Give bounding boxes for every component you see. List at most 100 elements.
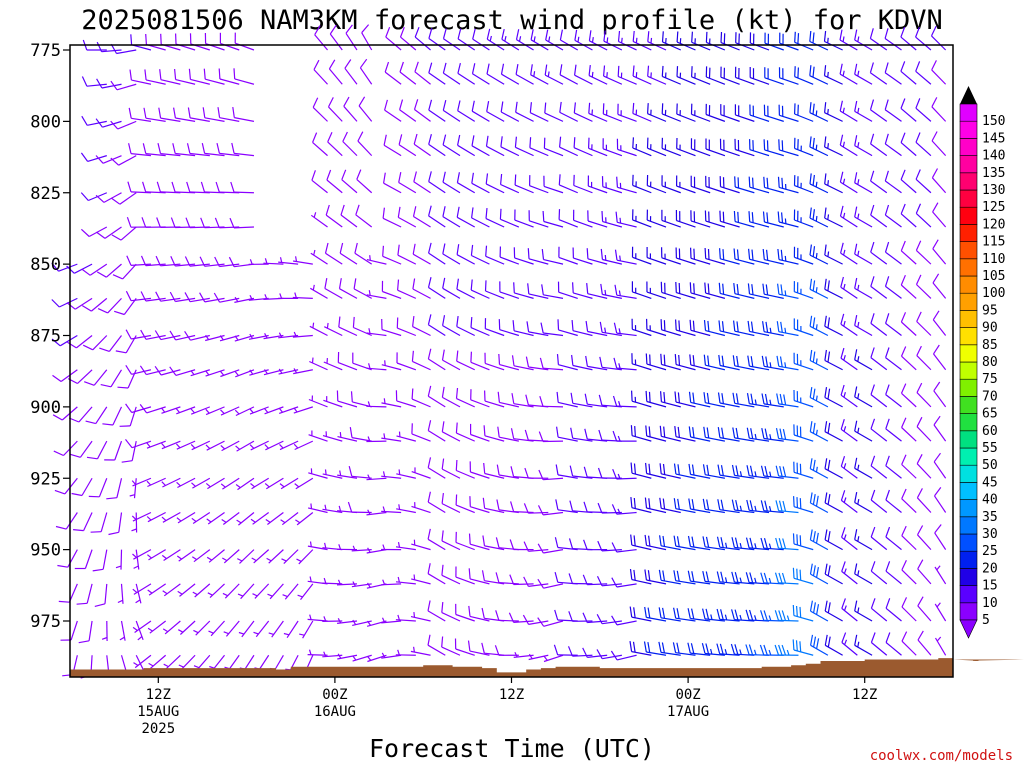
barb-half [132,553,137,559]
barb-full [673,498,677,509]
wind-barb [457,134,476,157]
barb-full [647,607,651,619]
x-axis-label: Forecast Time (UTC) [369,734,655,763]
barb-full [691,464,695,476]
wind-barb [809,173,829,194]
barb-staff [587,293,608,299]
barb-staff [192,477,211,489]
barb-full [809,529,813,541]
wind-barb [396,504,416,514]
barb-staff [915,141,932,157]
barb-staff [146,406,166,414]
wind-barb [326,169,343,194]
wind-barb [885,418,902,442]
wind-barb [456,278,475,299]
barb-full [495,610,500,621]
barb-half [367,436,371,442]
barb-full [345,24,353,34]
barb-full [722,249,725,260]
barb-full [413,171,417,182]
wind-barb [630,425,652,442]
barb-full [796,568,798,580]
barb-full [720,499,724,511]
barb-full [734,572,739,583]
barb-full [172,143,176,154]
wind-barb [132,620,152,633]
wind-barb [52,369,78,382]
wind-barb [186,143,210,157]
barb-staff [441,574,461,585]
barb-full [840,456,846,467]
wind-barb [762,248,784,265]
barb-staff [428,109,446,122]
barb-full [781,140,784,151]
barb-staff [917,639,932,656]
wind-barb [412,243,431,265]
barb-full [932,344,940,355]
wind-barb [457,100,476,122]
wind-barb [760,572,784,585]
wind-barb [485,245,505,265]
wind-barb [647,65,667,85]
barb-full [692,392,695,404]
barb-full [840,313,845,325]
wind-barb [824,349,843,371]
barb-half [209,665,215,669]
barb-full [51,338,61,347]
wind-barb [441,421,461,442]
y-tick-label: 875 [30,327,61,347]
barb-full [554,537,559,548]
barb-full [327,132,333,143]
barb-half [827,108,829,115]
wind-barb [793,461,814,479]
y-tick-label: 850 [30,255,61,275]
barb-full [471,135,475,146]
wind-barb [900,203,917,228]
barb-full [718,282,721,294]
barb-full [110,80,118,91]
barb-full [824,244,827,256]
wind-barb [854,491,873,514]
barb-staff [587,654,608,658]
barb-staff [870,72,888,85]
wind-barb [644,569,667,585]
wind-barb [441,458,461,479]
wind-barb [705,31,726,51]
wind-barb [131,477,152,487]
barb-half [295,256,298,262]
barb-full [526,321,530,332]
barb-full [311,170,316,181]
barb-full [702,464,706,475]
wind-barb [191,477,211,489]
barb-full [900,274,906,286]
barb-full [399,61,404,73]
barb-staff [88,620,93,641]
wind-barb [144,69,166,85]
barb-staff [514,219,534,228]
wind-barb [119,406,137,427]
barb-full [383,172,386,184]
wind-barb [215,181,240,194]
barb-full [481,607,485,619]
barb-full [347,501,353,513]
barb-full [468,568,471,579]
wind-barb [572,282,593,299]
barb-half [577,36,580,43]
barb-half [518,36,522,42]
barb-full [916,525,924,536]
barb-staff [327,141,343,157]
wind-barb [234,406,255,417]
colorbar-label: 70 [982,389,998,404]
barb-full [611,615,618,626]
barb-full [584,428,588,440]
wind-barb [631,246,652,265]
barb-half [133,565,139,569]
barb-full [567,646,574,657]
barb-full [799,606,802,618]
wind-barb [674,426,696,442]
wind-barb [308,468,328,479]
barb-half [769,471,772,477]
barb-staff [457,72,476,85]
wind-barb [824,529,843,551]
barb-full [512,320,515,331]
